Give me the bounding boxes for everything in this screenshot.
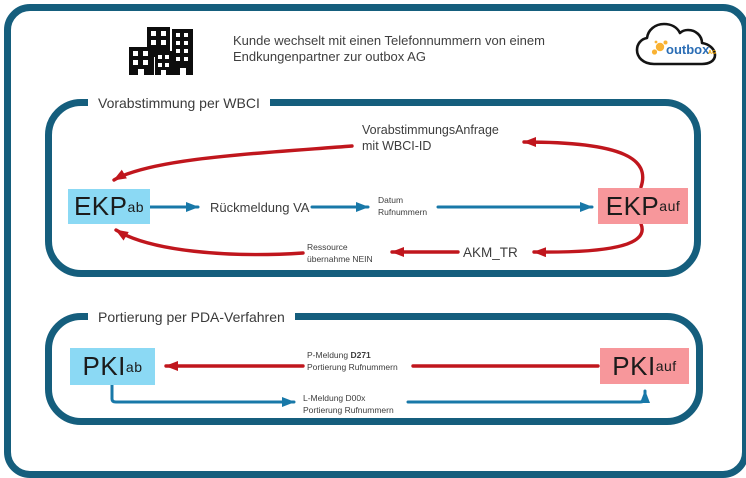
label-datum-rufnummern: Datum Rufnummern xyxy=(378,195,427,218)
arrow-lmeldung-to-pkiauf xyxy=(406,389,650,404)
label-vorabstimmungsanfrage: VorabstimmungsAnfrage mit WBCI-ID xyxy=(362,122,499,154)
pda-panel-title: Portierung per PDA-Verfahren xyxy=(88,308,295,326)
page-title-line1: Kunde wechselt mit einen Telefonnummern … xyxy=(233,33,545,48)
arrows-layer xyxy=(110,137,650,407)
label-rufnummern: Rufnummern xyxy=(378,206,428,217)
logo-suffix: AG xyxy=(708,50,716,56)
label-ressource-uebernahme: Ressource übernahme NEIN xyxy=(307,242,373,265)
arrow-ressource-to-ekpab xyxy=(114,228,305,257)
city-buildings-icon xyxy=(122,22,200,83)
label-l-meldung-line2: Portierung Rufnummern xyxy=(303,404,394,415)
logo-text: outbox xyxy=(666,42,710,57)
logo-sparkle-icon xyxy=(651,40,668,55)
wbci-panel xyxy=(45,99,701,277)
label-vorabstimmungsanfrage-line2: mit WBCI-ID xyxy=(362,139,432,153)
label-l-meldung-line1: L-Meldung D00x xyxy=(303,393,366,403)
arrow-vorabstimmung-to-ekpab xyxy=(112,144,354,182)
page-title: Kunde wechselt mit einen Telefonnummern … xyxy=(233,33,545,65)
node-pki-auf-label: PKI xyxy=(612,350,656,381)
node-ekp-ab: EKP ab xyxy=(68,189,150,224)
label-ressource: Ressource xyxy=(307,242,348,252)
label-p-meldung-line1: P-Meldung D271 xyxy=(307,350,398,362)
node-pki-auf: PKI auf xyxy=(600,348,689,384)
page-title-line2: Endkungenpartner zur outbox AG xyxy=(233,49,426,64)
arrow-vorabstimmung-from-ekpauf xyxy=(522,137,645,189)
label-p-meldung-line2: Portierung Rufnummern xyxy=(307,361,398,372)
label-vorabstimmungsanfrage-line1: VorabstimmungsAnfrage xyxy=(362,123,499,137)
arrow-akmtr-from-ekpauf xyxy=(532,222,644,258)
node-ekp-ab-label: EKP xyxy=(73,191,128,221)
node-ekp-auf: EKP auf xyxy=(598,188,688,224)
node-pki-ab-label: PKI xyxy=(82,351,126,381)
label-p-meldung-prefix: P-Meldung xyxy=(307,350,351,360)
cloud-icon xyxy=(635,22,717,66)
label-rueckmeldung-va: Rückmeldung VA xyxy=(210,200,310,215)
node-pki-ab: PKI ab xyxy=(70,348,155,385)
node-ekp-auf-label: EKP xyxy=(605,190,660,221)
arrow-lmeldung-from-pkiab xyxy=(110,383,296,407)
outbox-logo: outbox AG xyxy=(628,18,724,81)
label-p-meldung-code: D271 xyxy=(350,350,371,360)
label-akm-tr: AKM_TR xyxy=(463,245,518,260)
label-uebernahme-nein: übernahme NEIN xyxy=(307,253,373,264)
label-p-meldung: P-Meldung D271 Portierung Rufnummern xyxy=(307,350,398,373)
wbci-panel-title: Vorabstimmung per WBCI xyxy=(88,94,270,112)
label-datum: Datum xyxy=(378,195,404,205)
label-l-meldung: L-Meldung D00x Portierung Rufnummern xyxy=(303,393,394,416)
